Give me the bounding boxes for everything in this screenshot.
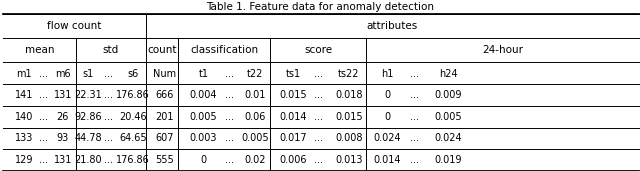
Text: ...: ... [39, 69, 48, 78]
Text: 0.02: 0.02 [244, 155, 266, 165]
Text: 0.005: 0.005 [241, 133, 269, 143]
Text: 26: 26 [56, 112, 69, 122]
Text: flow count: flow count [47, 21, 102, 31]
Text: ...: ... [104, 133, 113, 143]
Text: 129: 129 [15, 155, 33, 165]
Text: 0.009: 0.009 [435, 90, 461, 100]
Text: 141: 141 [15, 90, 33, 100]
Text: 21.80: 21.80 [74, 155, 102, 165]
Text: 20.46: 20.46 [119, 112, 147, 122]
Text: classification: classification [190, 45, 258, 55]
Text: 176.86: 176.86 [116, 155, 150, 165]
Text: Num: Num [153, 69, 176, 78]
Text: ...: ... [314, 155, 323, 165]
Text: 0.003: 0.003 [190, 133, 217, 143]
Text: ...: ... [225, 90, 234, 100]
Text: mean: mean [25, 45, 54, 55]
Text: ...: ... [225, 112, 234, 122]
Text: ...: ... [314, 112, 323, 122]
Text: 0.024: 0.024 [434, 133, 462, 143]
Text: 0.06: 0.06 [244, 112, 266, 122]
Text: std: std [103, 45, 119, 55]
Text: attributes: attributes [367, 21, 418, 31]
Text: ...: ... [39, 90, 48, 100]
Text: 0.004: 0.004 [190, 90, 217, 100]
Text: ts22: ts22 [338, 69, 360, 78]
Text: 0.015: 0.015 [279, 90, 307, 100]
Text: h1: h1 [381, 69, 394, 78]
Text: t22: t22 [246, 69, 263, 78]
Text: 0: 0 [200, 155, 207, 165]
Text: 44.78: 44.78 [74, 133, 102, 143]
Text: h24: h24 [438, 69, 458, 78]
Text: 201: 201 [156, 112, 173, 122]
Text: 93: 93 [56, 133, 69, 143]
Text: s6: s6 [127, 69, 139, 78]
Text: 131: 131 [54, 155, 72, 165]
Text: ...: ... [410, 112, 419, 122]
Text: 0.01: 0.01 [244, 90, 266, 100]
Text: m1: m1 [17, 69, 32, 78]
Text: ...: ... [314, 69, 323, 78]
Text: 0.014: 0.014 [374, 155, 401, 165]
Text: 0.005: 0.005 [189, 112, 218, 122]
Text: ...: ... [410, 69, 419, 78]
Text: ts1: ts1 [285, 69, 301, 78]
Text: 22.31: 22.31 [74, 90, 102, 100]
Text: 555: 555 [155, 155, 174, 165]
Text: score: score [304, 45, 332, 55]
Text: ...: ... [314, 133, 323, 143]
Text: 0.024: 0.024 [373, 133, 401, 143]
Text: ...: ... [104, 90, 113, 100]
Text: ...: ... [104, 155, 113, 165]
Text: 607: 607 [156, 133, 173, 143]
Text: Table 1. Feature data for anomaly detection: Table 1. Feature data for anomaly detect… [206, 2, 434, 12]
Text: ...: ... [39, 133, 48, 143]
Text: 0.015: 0.015 [335, 112, 363, 122]
Text: m6: m6 [55, 69, 70, 78]
Text: s1: s1 [83, 69, 94, 78]
Text: 0: 0 [384, 90, 390, 100]
Text: 131: 131 [54, 90, 72, 100]
Text: ...: ... [410, 155, 419, 165]
Text: ...: ... [104, 112, 113, 122]
Text: 0.019: 0.019 [435, 155, 461, 165]
Text: ...: ... [314, 90, 323, 100]
Text: ...: ... [225, 133, 234, 143]
Text: t1: t1 [198, 69, 209, 78]
Text: 0.005: 0.005 [434, 112, 462, 122]
Text: ...: ... [410, 133, 419, 143]
Text: 0.008: 0.008 [335, 133, 362, 143]
Text: 0.018: 0.018 [335, 90, 362, 100]
Text: 140: 140 [15, 112, 33, 122]
Text: ...: ... [104, 69, 113, 78]
Text: 0.013: 0.013 [335, 155, 362, 165]
Text: 176.86: 176.86 [116, 90, 150, 100]
Text: 24-hour: 24-hour [482, 45, 523, 55]
Text: 0.017: 0.017 [279, 133, 307, 143]
Text: ...: ... [410, 90, 419, 100]
Text: 0.014: 0.014 [280, 112, 307, 122]
Text: ...: ... [225, 155, 234, 165]
Text: count: count [147, 45, 177, 55]
Text: 64.65: 64.65 [119, 133, 147, 143]
Text: 0.006: 0.006 [280, 155, 307, 165]
Text: 666: 666 [156, 90, 173, 100]
Text: 0: 0 [384, 112, 390, 122]
Text: ...: ... [39, 112, 48, 122]
Text: ...: ... [39, 155, 48, 165]
Text: 92.86: 92.86 [74, 112, 102, 122]
Text: 133: 133 [15, 133, 33, 143]
Text: ...: ... [225, 69, 234, 78]
